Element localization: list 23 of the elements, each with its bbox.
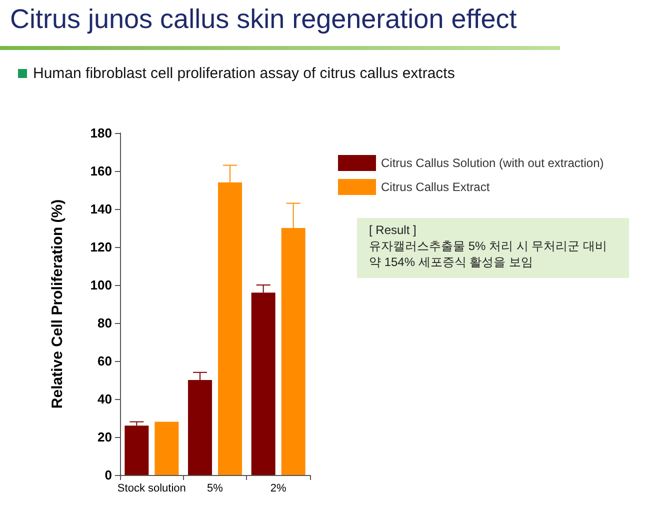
x-tick-label: Stock solution: [117, 482, 186, 494]
text: 약 154% 세포증식 활성을 보임: [369, 254, 534, 270]
text: [ Result ]: [369, 222, 418, 238]
y-tick-label: 120: [90, 240, 112, 254]
legend-label: Citrus Callus Extract: [381, 180, 490, 194]
bar: [154, 422, 179, 475]
y-tick-label: 40: [98, 392, 112, 406]
y-tick-label: 140: [90, 202, 112, 216]
chart-title: Citrus junos callus skin regeneration effect: [10, 4, 517, 35]
x-tick-label: 5%: [207, 482, 224, 494]
y-axis-title: Relative Cell Proliferation (%): [49, 199, 66, 409]
y-tick-label: 100: [90, 278, 112, 292]
y-tick-label: 80: [98, 316, 112, 330]
chart-subtitle: Human fibroblast cell proliferation assay of citrus callus extracts: [33, 65, 455, 82]
y-tick-label: 20: [98, 430, 112, 444]
y-tick-label: 180: [90, 126, 112, 140]
text: 유자캘러스추출물 5% 처리 시 무처리군 대비: [369, 238, 608, 254]
x-tick-label: 2%: [270, 482, 286, 494]
legend-label: Citrus Callus Solution (with out extraction): [381, 156, 604, 170]
y-tick-label: 0: [104, 468, 112, 482]
y-tick-label: 160: [90, 164, 112, 178]
bar: [124, 426, 149, 475]
y-tick-label: 60: [98, 354, 112, 368]
